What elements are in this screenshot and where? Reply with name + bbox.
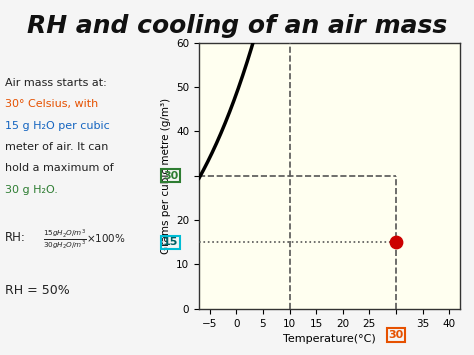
Text: $\frac{15gH_2O/m^3}{30gH_2O/m^3}$$\times100\%$: $\frac{15gH_2O/m^3}{30gH_2O/m^3}$$\times… [43,227,126,251]
Text: 30: 30 [163,171,178,181]
Text: Air mass starts at:: Air mass starts at: [5,78,107,88]
Text: 30: 30 [388,330,403,340]
Text: RH:: RH: [5,231,26,244]
Text: 30° Celsius, with: 30° Celsius, with [5,99,98,109]
Text: hold a maximum of: hold a maximum of [5,163,113,173]
Text: meter of air. It can: meter of air. It can [5,142,108,152]
X-axis label: Temperature(°C): Temperature(°C) [283,334,376,344]
Y-axis label: Grams per cubic metre (g/m³): Grams per cubic metre (g/m³) [161,98,171,254]
Text: 15 g H₂O per cubic: 15 g H₂O per cubic [5,121,109,131]
Point [392,239,400,245]
Text: 15: 15 [163,237,178,247]
Text: 30 g H₂O.: 30 g H₂O. [5,185,58,195]
Text: RH = 50%: RH = 50% [5,284,70,297]
Text: RH and cooling of an air mass: RH and cooling of an air mass [27,14,447,38]
